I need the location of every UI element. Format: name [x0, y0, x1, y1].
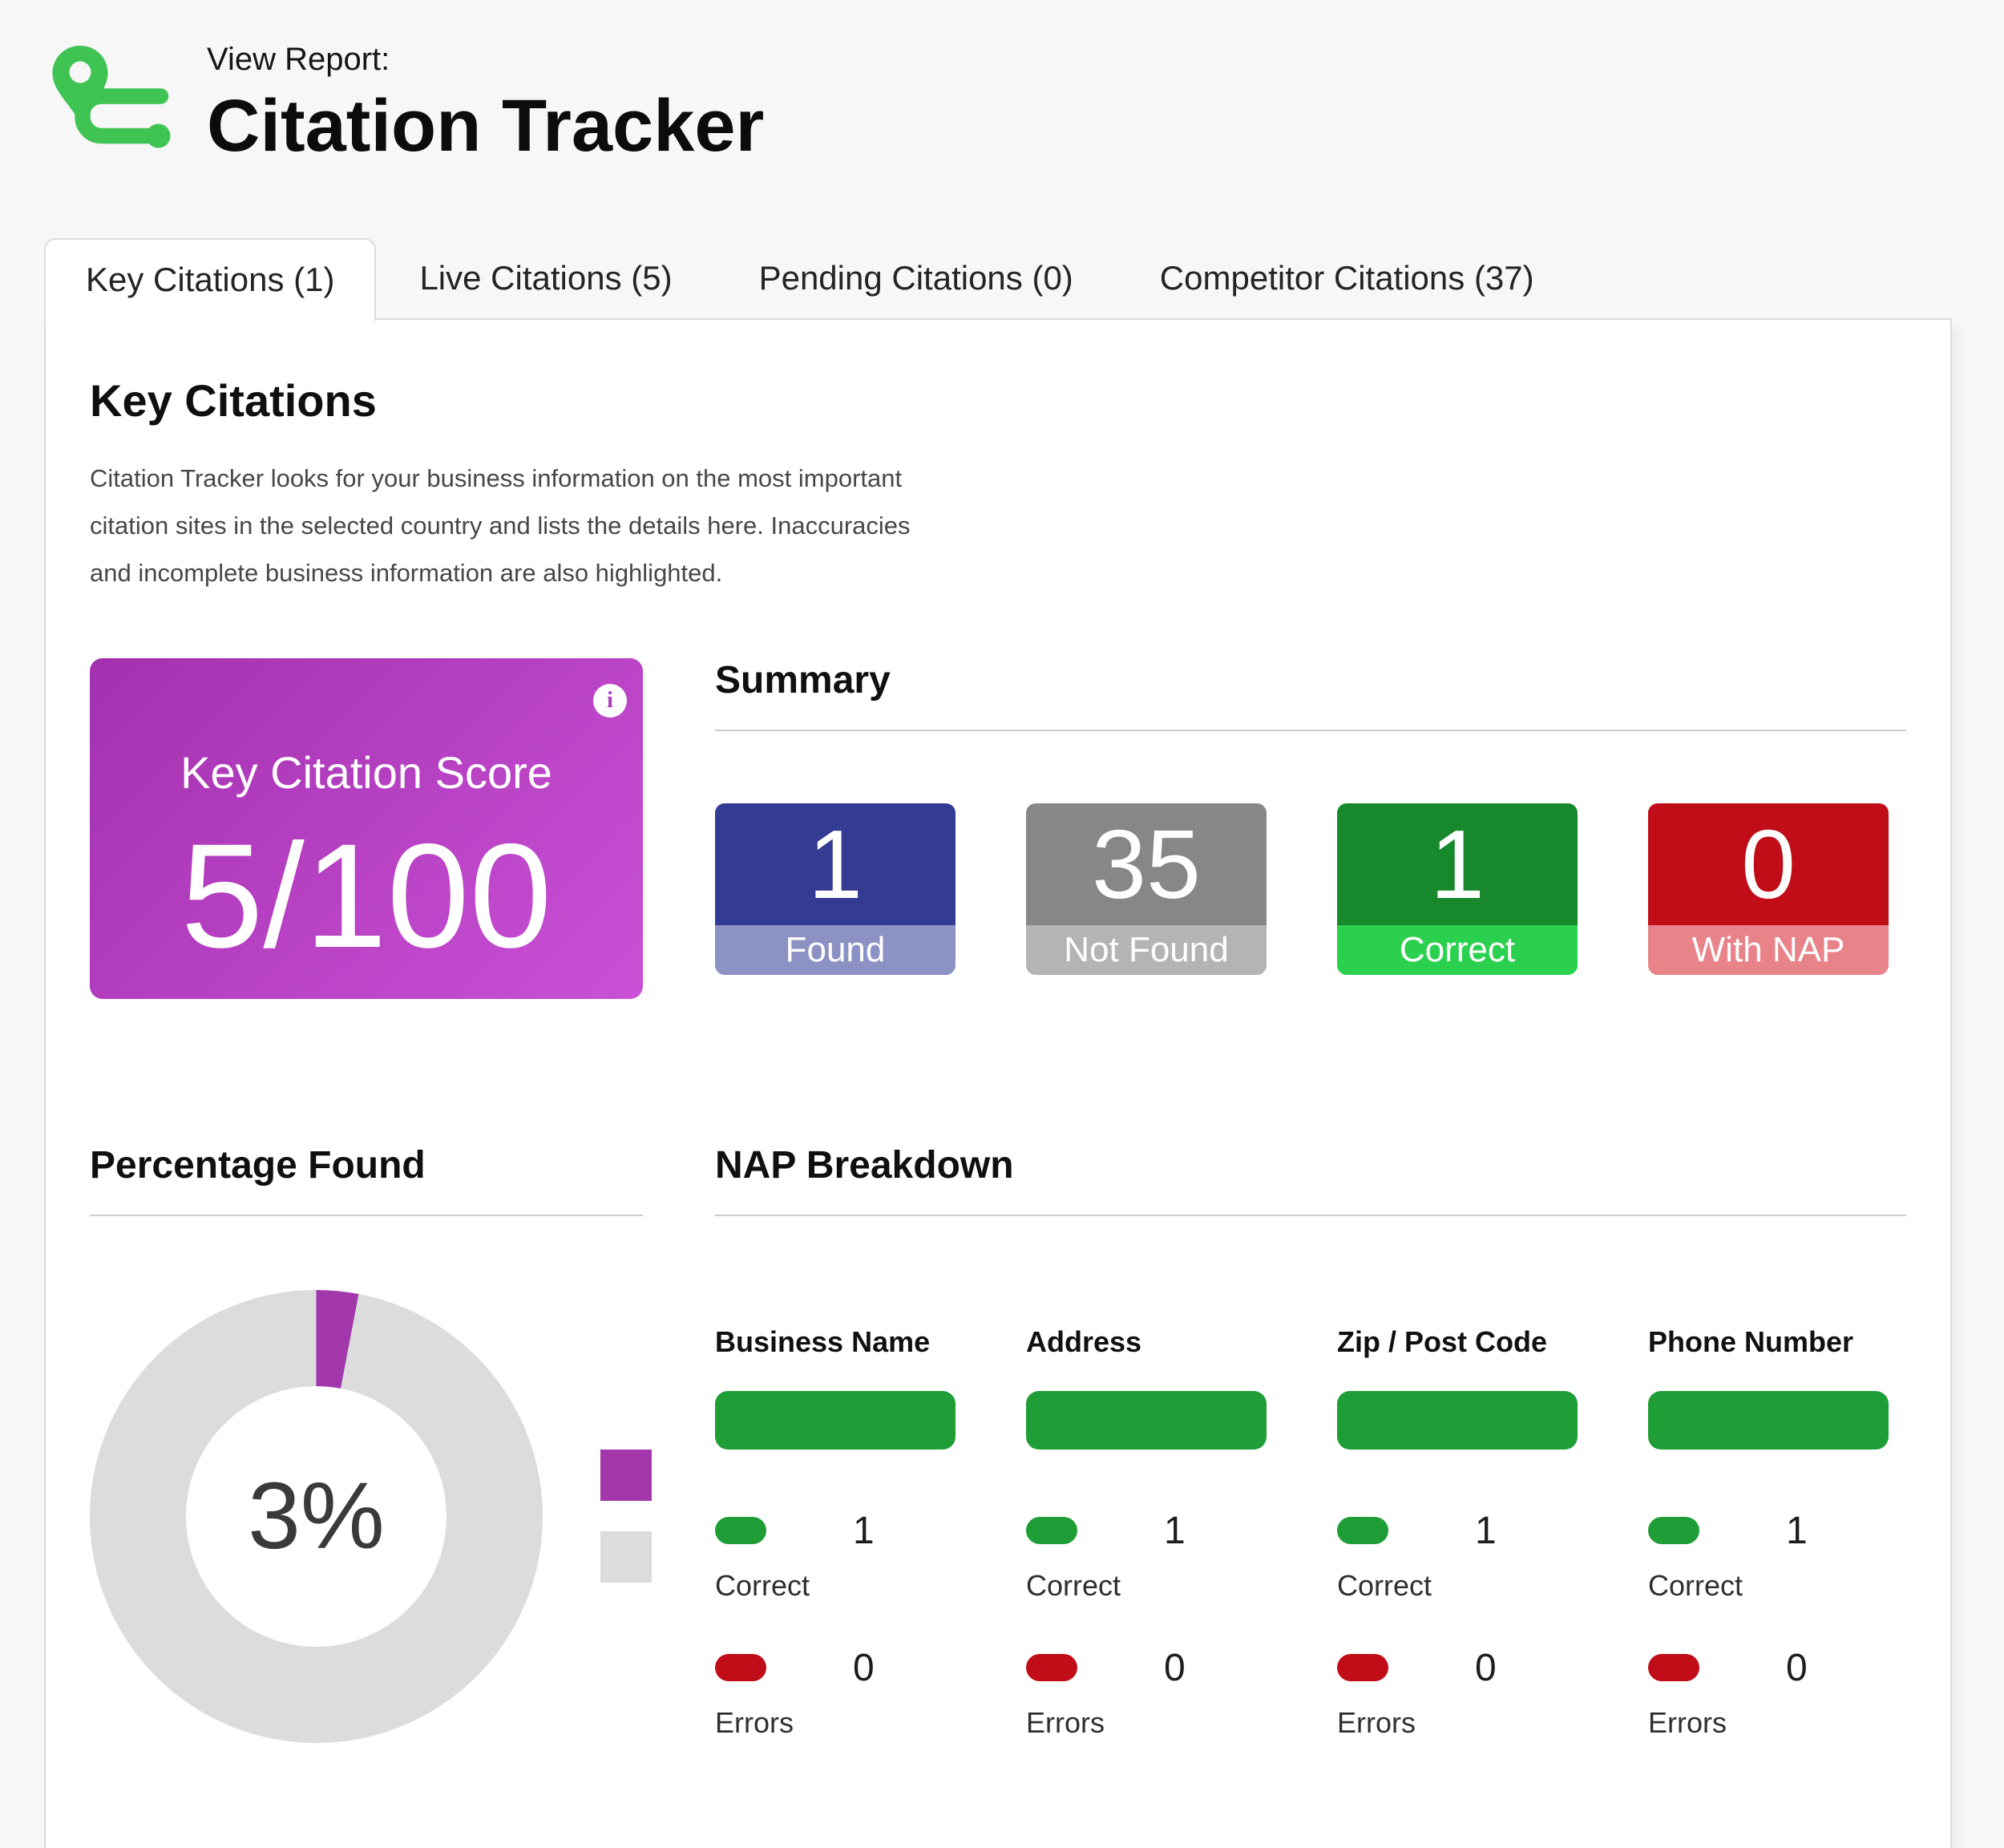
- score-card-value: 5/100: [180, 813, 552, 979]
- report-header: View Report: Citation Tracker: [0, 0, 2004, 177]
- info-icon[interactable]: i: [593, 683, 627, 718]
- nap-column-title: Business Name: [715, 1325, 931, 1359]
- error-count: 0: [1164, 1646, 1186, 1689]
- nap-breakdown-divider: [715, 1214, 1906, 1216]
- error-pill-icon: [1648, 1654, 1699, 1682]
- summary-box-correct: 1 Correct: [1337, 803, 1578, 975]
- summary-box-with-nap: 0 With NAP: [1648, 803, 1889, 975]
- errors-stat-label: Errors: [1337, 1705, 1416, 1739]
- tab-competitor-citations[interactable]: Competitor Citations (37): [1159, 259, 1534, 297]
- nap-column-title: Phone Number: [1648, 1325, 1854, 1359]
- summary-box-not-found: 35 Not Found: [1026, 803, 1267, 975]
- nap-column-title: Address: [1026, 1325, 1142, 1359]
- correct-count: 1: [1786, 1509, 1808, 1552]
- error-count: 0: [1786, 1646, 1808, 1689]
- correct-stat: 1: [1337, 1509, 1578, 1553]
- correct-pill-icon: [715, 1517, 766, 1545]
- nap-breakdown-heading: NAP Breakdown: [715, 1143, 1014, 1187]
- correct-count: 1: [1475, 1509, 1497, 1552]
- nap-column-phone-number: Phone Number 1 Correct 0 Errors: [1648, 1258, 1889, 1740]
- error-count: 0: [1475, 1646, 1497, 1689]
- correct-stat-label: Correct: [1337, 1568, 1432, 1602]
- percentage-found-heading: Percentage Found: [90, 1143, 426, 1187]
- correct-stat: 1: [715, 1509, 956, 1553]
- nap-bar: [1026, 1390, 1267, 1450]
- tab-live-citations[interactable]: Live Citations (5): [419, 259, 673, 297]
- report-tabs: Key Citations (1) Live Citations (5) Pen…: [44, 237, 2004, 321]
- tab-key-citations[interactable]: Key Citations (1): [44, 238, 377, 321]
- correct-stat: 1: [1026, 1509, 1267, 1553]
- correct-count: 1: [1337, 803, 1578, 925]
- nap-column-address: Address 1 Correct 0 Errors: [1026, 1258, 1267, 1740]
- nap-columns: Business Name 1 Correct 0 Errors: [715, 1258, 1906, 1740]
- score-card-label: Key Citation Score: [180, 746, 552, 798]
- error-count: 0: [853, 1646, 875, 1689]
- summary-boxes: 1 Found 35 Not Found 1 Correct 0 With NA…: [715, 803, 1906, 975]
- errors-stat-label: Errors: [1648, 1705, 1727, 1739]
- correct-stat-label: Correct: [715, 1568, 810, 1602]
- charts-row: Percentage Found 3% NAP Breakdown: [90, 1143, 1906, 1743]
- correct-stat-label: Correct: [1648, 1568, 1743, 1602]
- key-citation-score-card: i Key Citation Score 5/100: [90, 657, 643, 999]
- errors-stat-label: Errors: [1026, 1705, 1105, 1739]
- page-title: Citation Tracker: [207, 85, 765, 167]
- score-and-summary-row: i Key Citation Score 5/100 Summary 1 Fou…: [90, 657, 1906, 999]
- correct-count: 1: [853, 1509, 875, 1552]
- percentage-found-chart: 3%: [90, 1289, 652, 1743]
- view-report-label: View Report:: [207, 42, 390, 77]
- errors-stat: 0: [1648, 1646, 1889, 1690]
- nap-column-business-name: Business Name 1 Correct 0 Errors: [715, 1258, 956, 1740]
- summary-divider: [715, 729, 1906, 731]
- summary-box-found: 1 Found: [715, 803, 956, 975]
- citation-tracker-logo-icon: [44, 37, 176, 177]
- nap-bar: [1648, 1390, 1889, 1450]
- correct-label: Correct: [1337, 924, 1578, 975]
- nap-column-title: Zip / Post Code: [1337, 1325, 1548, 1359]
- correct-pill-icon: [1337, 1517, 1388, 1545]
- key-citations-panel: Key Citations Citation Tracker looks for…: [44, 318, 1952, 1848]
- with-nap-count: 0: [1648, 803, 1889, 925]
- tab-pending-citations[interactable]: Pending Citations (0): [758, 259, 1073, 297]
- with-nap-label: With NAP: [1648, 924, 1889, 975]
- donut-center-label: 3%: [248, 1463, 385, 1570]
- error-pill-icon: [715, 1654, 766, 1682]
- donut-chart: 3%: [90, 1289, 543, 1743]
- nap-breakdown-section: NAP Breakdown Business Name 1 Correct: [715, 1143, 1906, 1743]
- correct-pill-icon: [1648, 1517, 1699, 1545]
- errors-stat-label: Errors: [715, 1705, 794, 1739]
- percentage-found-divider: [90, 1214, 643, 1216]
- not-found-label: Not Found: [1026, 924, 1267, 975]
- correct-stat: 1: [1648, 1509, 1889, 1553]
- key-citations-heading: Key Citations: [90, 375, 377, 426]
- key-citations-description: Citation Tracker looks for your business…: [90, 464, 911, 587]
- errors-stat: 0: [1337, 1646, 1578, 1690]
- percentage-found-section: Percentage Found 3%: [90, 1143, 652, 1743]
- header-text: View Report: Citation Tracker: [207, 37, 764, 168]
- error-pill-icon: [1026, 1654, 1077, 1682]
- errors-stat: 0: [1026, 1646, 1267, 1690]
- nap-bar: [1337, 1390, 1578, 1450]
- legend-found-swatch: [600, 1450, 652, 1502]
- nap-column-zip-post-code: Zip / Post Code 1 Correct 0 Errors: [1337, 1258, 1578, 1740]
- error-pill-icon: [1337, 1654, 1388, 1682]
- not-found-count: 35: [1026, 803, 1267, 925]
- correct-count: 1: [1164, 1509, 1186, 1552]
- donut-hole: 3%: [186, 1385, 446, 1647]
- errors-stat: 0: [715, 1646, 956, 1690]
- correct-pill-icon: [1026, 1517, 1077, 1545]
- legend-not-found-swatch: [600, 1531, 652, 1583]
- summary-heading: Summary: [715, 658, 891, 702]
- found-label: Found: [715, 924, 956, 975]
- correct-stat-label: Correct: [1026, 1568, 1121, 1602]
- donut-legend: [600, 1450, 652, 1583]
- nap-bar: [715, 1390, 956, 1450]
- summary-section: Summary 1 Found 35 Not Found 1 Correct: [715, 658, 1906, 999]
- found-count: 1: [715, 803, 956, 925]
